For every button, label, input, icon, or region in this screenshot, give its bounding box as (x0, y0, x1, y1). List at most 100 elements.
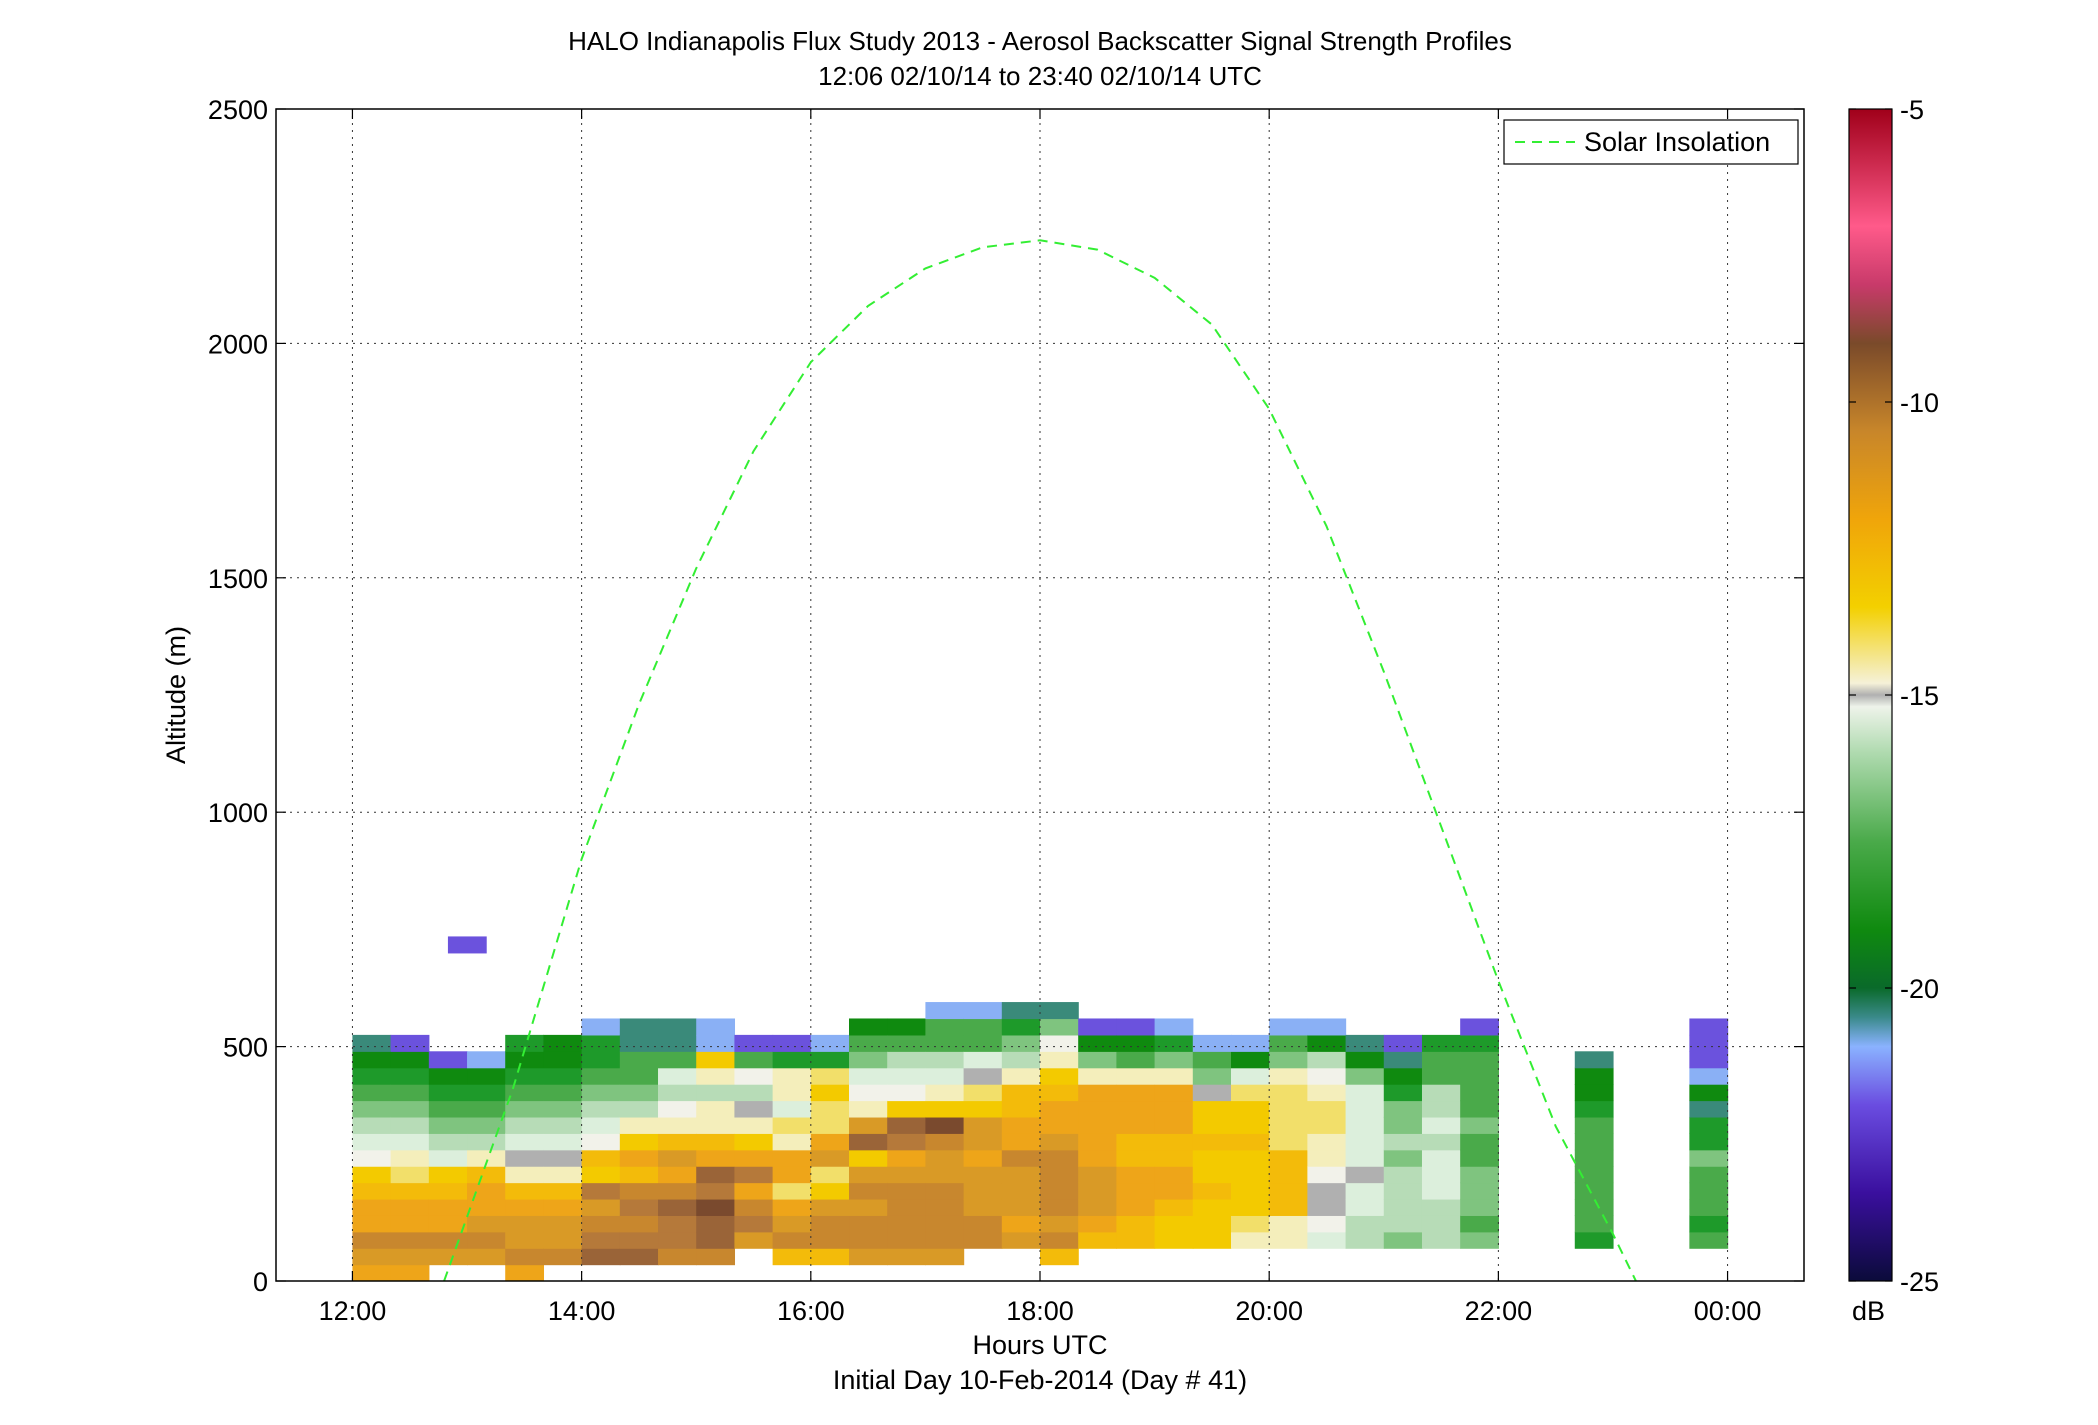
heatmap-cell (1383, 1084, 1423, 1102)
heatmap-cell (1689, 1100, 1729, 1118)
heatmap-cell (1154, 1182, 1194, 1200)
heatmap-cell (1040, 1248, 1079, 1266)
heatmap-cell (658, 1116, 697, 1134)
heatmap-cell (390, 1133, 430, 1151)
heatmap-cell (925, 1248, 965, 1266)
heatmap-cell (1230, 1100, 1270, 1118)
heatmap-cell (1269, 1018, 1308, 1036)
y-axis-label: Altitude (m) (161, 626, 191, 764)
heatmap-cell (428, 1133, 468, 1151)
heatmap-cell (1421, 1100, 1461, 1118)
heatmap-cell (1040, 1231, 1079, 1249)
heatmap-cell (1192, 1034, 1232, 1052)
axis-ticks: 12:00 14:00 16:00 18:00 20:00 22:00 00:00 0 500 1… (208, 95, 1804, 1326)
heatmap-cell (772, 1198, 812, 1216)
heatmap-cell (1040, 1198, 1079, 1216)
heatmap-cell (658, 1182, 697, 1200)
x-tick-label: 16:00 (777, 1296, 845, 1326)
heatmap-cell (352, 1116, 392, 1134)
heatmap-cell (1001, 1084, 1041, 1102)
heatmap-cell (849, 1182, 888, 1200)
heatmap-cell (1230, 1149, 1270, 1167)
heatmap-cell (1460, 1166, 1499, 1184)
heatmap-cell (696, 1067, 736, 1085)
heatmap-cell (1307, 1084, 1347, 1102)
heatmap-cell (1040, 1034, 1079, 1052)
heatmap-cell (1001, 1100, 1041, 1118)
heatmap-cell (467, 1215, 506, 1233)
heatmap-cell (352, 1100, 392, 1118)
heatmap-cell (543, 1149, 583, 1167)
heatmap-cell (1460, 1067, 1499, 1085)
heatmap-cell (1001, 1182, 1041, 1200)
heatmap-cell (1345, 1100, 1385, 1118)
heatmap-cell (1078, 1067, 1117, 1085)
y-tick-label: 1000 (208, 798, 268, 828)
y-tick-label: 0 (253, 1267, 268, 1297)
heatmap-cell (1001, 1002, 1041, 1020)
heatmap-cell (581, 1116, 621, 1134)
heatmap-cell (734, 1133, 774, 1151)
heatmap-cell (1001, 1067, 1041, 1085)
x-tick-label: 20:00 (1235, 1296, 1303, 1326)
heatmap-cell (963, 1100, 1003, 1118)
heatmap-cell (1192, 1067, 1232, 1085)
heatmap-cell (467, 1248, 506, 1266)
legend: Solar Insolation (1503, 119, 1799, 165)
heatmap-cell (810, 1116, 850, 1134)
heatmap-cell (505, 1034, 545, 1052)
heatmap-cell (734, 1100, 774, 1118)
heatmap-cell (1383, 1231, 1423, 1249)
heatmap-cell (467, 1133, 506, 1151)
heatmap-cell (505, 1051, 545, 1069)
heatmap-cell (734, 1067, 774, 1085)
heatmap-cell (1574, 1215, 1614, 1233)
heatmap-cell (658, 1018, 697, 1036)
heatmap-cell (1116, 1215, 1156, 1233)
heatmap-cell (925, 1149, 965, 1167)
heatmap-cell (658, 1034, 697, 1052)
x-tick-label: 14:00 (548, 1296, 616, 1326)
heatmap-cell (428, 1215, 468, 1233)
heatmap-cell (390, 1264, 430, 1281)
heatmap-cell (1040, 1182, 1079, 1200)
heatmap-cell (1421, 1133, 1461, 1151)
heatmap-cell (428, 1182, 468, 1200)
heatmap-cell (810, 1100, 850, 1118)
heatmap-cell (887, 1084, 926, 1102)
heatmap-cell (390, 1034, 430, 1052)
heatmap-cell (390, 1198, 430, 1216)
heatmap-cell (1230, 1198, 1270, 1216)
heatmap-cell (1192, 1116, 1232, 1134)
heatmap-cell (352, 1166, 392, 1184)
heatmap-cell (734, 1149, 774, 1167)
heatmap-cell (696, 1133, 736, 1151)
heatmap-cell (963, 1198, 1003, 1216)
heatmap-cell (772, 1084, 812, 1102)
heatmap-cell (1574, 1116, 1614, 1134)
heatmap-cell (696, 1084, 736, 1102)
heatmap-cell (810, 1248, 850, 1266)
heatmap-cell (352, 1264, 392, 1281)
heatmap-cell (1460, 1182, 1499, 1200)
heatmap-cell (1001, 1051, 1041, 1069)
heatmap-cell (1078, 1084, 1117, 1102)
heatmap-cell (390, 1084, 430, 1102)
heatmap-cell (619, 1215, 659, 1233)
heatmap-cell (1307, 1133, 1347, 1151)
heatmap-cell (1689, 1231, 1729, 1249)
heatmap-cell (1001, 1198, 1041, 1216)
heatmap-cell (581, 1084, 621, 1102)
heatmap-cell (1689, 1133, 1729, 1151)
heatmap-cell (772, 1133, 812, 1151)
heatmap-cell (1078, 1051, 1117, 1069)
heatmap-cell (390, 1215, 430, 1233)
heatmap-cell (1154, 1084, 1194, 1102)
heatmap-cell (1307, 1051, 1347, 1069)
heatmap-cell (1154, 1231, 1194, 1249)
heatmap-cell (467, 1067, 506, 1085)
heatmap-cell (887, 1215, 926, 1233)
heatmap-cell (428, 1149, 468, 1167)
heatmap-cell (1269, 1067, 1308, 1085)
